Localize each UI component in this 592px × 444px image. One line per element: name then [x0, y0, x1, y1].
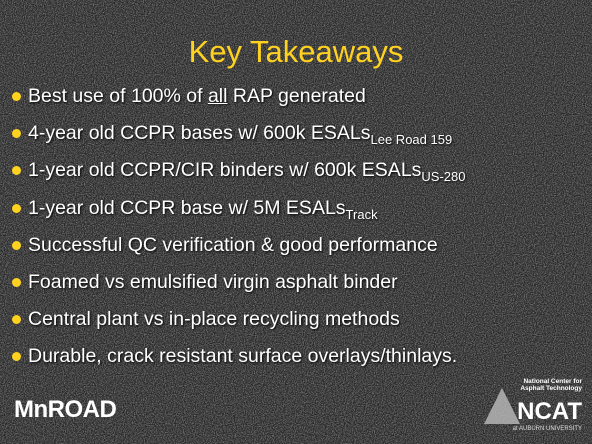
bullet-dot — [12, 166, 21, 175]
bullet-text: Successful QC verification & good perfor… — [28, 234, 438, 256]
slide-title: Key Takeaways — [0, 34, 592, 70]
bullet: 1-year old CCPR/CIR binders w/ 600k ESAL… — [10, 152, 588, 189]
bullet-text: Best use of 100% of — [28, 85, 208, 107]
bullet: Central plant vs in-place recycling meth… — [10, 301, 588, 338]
bullet: 4-year old CCPR bases w/ 600k ESALsLee R… — [10, 115, 588, 152]
ncat-emblem — [482, 384, 522, 428]
ncat-footer: at AUBURN UNIVERSITY — [513, 426, 582, 432]
ncat-caption: National Center for Asphalt Technology — [520, 378, 582, 392]
bullet-dot — [12, 129, 21, 138]
bullet-text: 1-year old CCPR/CIR binders w/ 600k ESAL… — [28, 159, 421, 181]
bullet-text: all — [208, 85, 228, 107]
bullet-text: Foamed vs emulsified virgin asphalt bind… — [28, 271, 398, 293]
bullet-text: Central plant vs in-place recycling meth… — [28, 308, 400, 330]
bullet-text: RAP generated — [227, 85, 365, 107]
slide: Key Takeaways Best use of 100% of all RA… — [0, 0, 592, 444]
bullet: Best use of 100% of all RAP generated — [10, 78, 588, 115]
subscript: Lee Road 159 — [371, 132, 453, 147]
ncat-logo: National Center for Asphalt Technology N… — [482, 378, 582, 436]
subscript: Track — [346, 207, 378, 222]
bullet-text: Durable, crack resistant surface overlay… — [28, 345, 457, 367]
bullet-dot — [12, 315, 21, 324]
bullet-dot — [12, 92, 21, 101]
bullet-dot — [12, 352, 21, 361]
bullet-text: 4-year old CCPR bases w/ 600k ESALs — [28, 122, 371, 144]
bullet-dot — [12, 241, 21, 250]
mnroad-logo: MnROAD — [14, 396, 116, 424]
bullet-text: 1-year old CCPR base w/ 5M ESALs — [28, 197, 346, 219]
bullet: Foamed vs emulsified virgin asphalt bind… — [10, 264, 588, 301]
ncat-name: NCAT — [517, 398, 582, 426]
bullet: Successful QC verification & good perfor… — [10, 227, 588, 264]
bullet-dot — [12, 278, 21, 287]
bullet-dot — [12, 204, 21, 213]
subscript: US-280 — [421, 169, 465, 184]
bullet: Durable, crack resistant surface overlay… — [10, 338, 588, 375]
bullet: 1-year old CCPR base w/ 5M ESALsTrack — [10, 190, 588, 227]
